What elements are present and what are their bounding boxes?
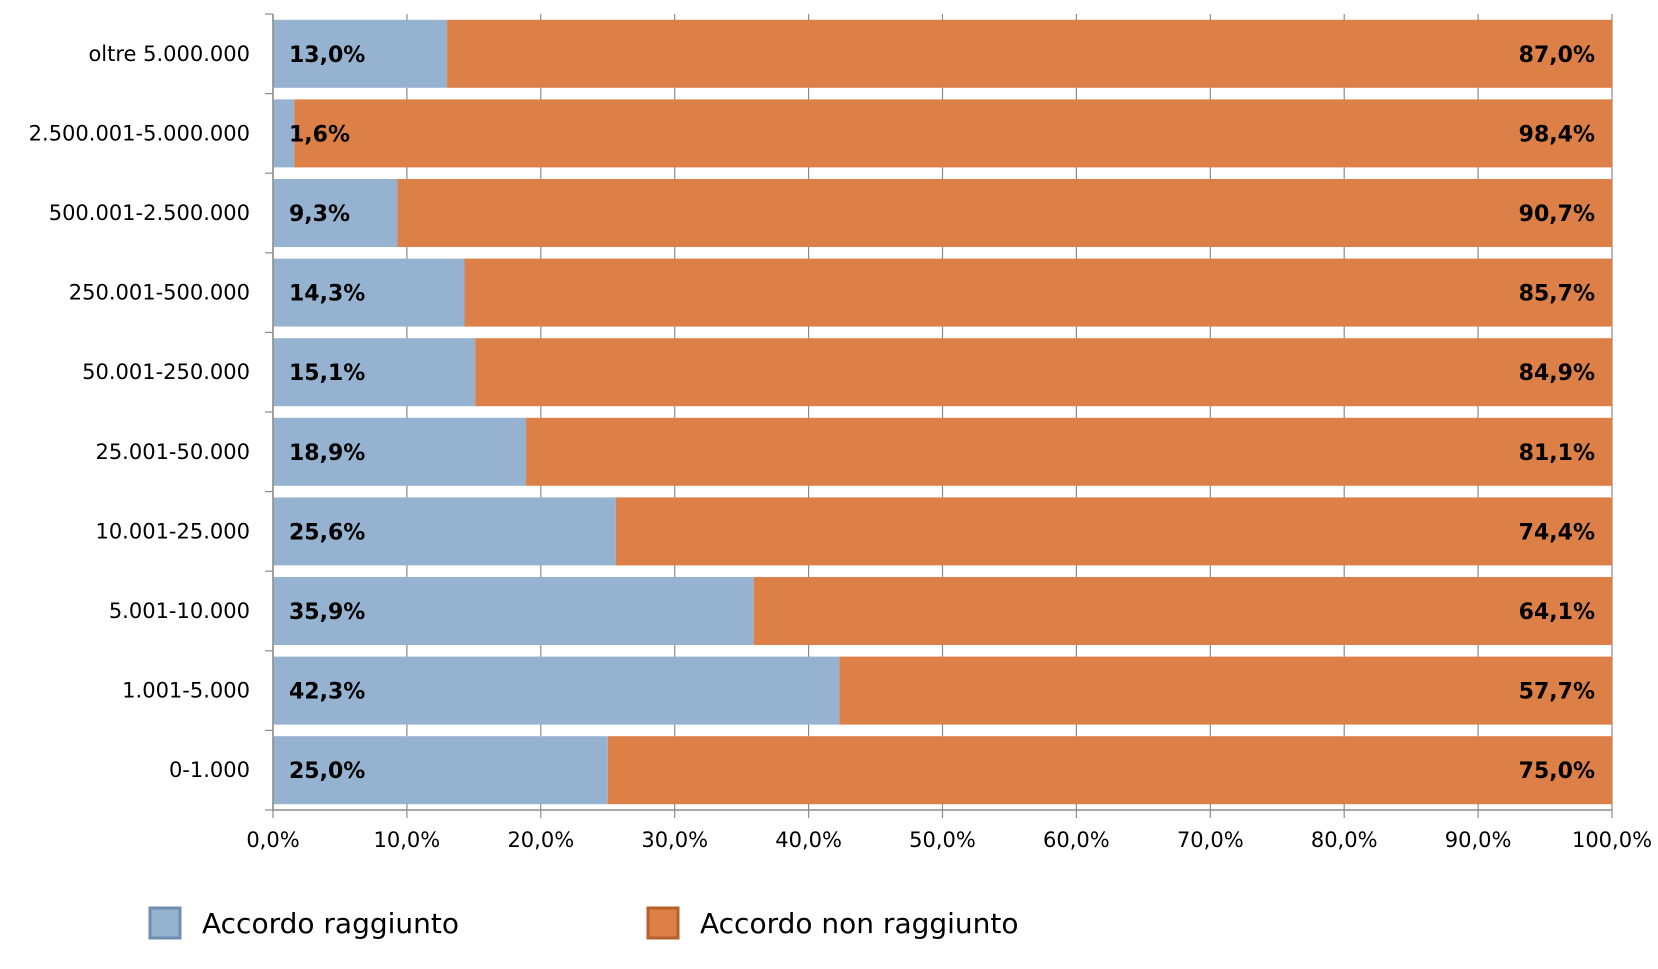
x-tick-label: 50,0% [909,828,976,852]
x-tick-label: 20,0% [507,828,574,852]
bar-accordo-non-raggiunto [447,19,1612,88]
data-label-accordo-non-raggiunto: 64,1% [1519,600,1595,625]
data-label-accordo-non-raggiunto: 74,4% [1519,520,1595,545]
category-label: 25.001-50.000 [95,440,250,464]
axes: 0,0% 10,0% 20,0% 30,0% 40,0% 50,0% 60,0% 70,0% 8… [29,13,1652,852]
data-label-accordo-raggiunto: 25,0% [289,759,365,784]
bar-accordo-non-raggiunto [607,736,1612,805]
bar-accordo-raggiunto [273,577,754,645]
category-label: 10.001-25.000 [95,519,250,543]
data-label-accordo-non-raggiunto: 98,4% [1519,122,1595,147]
data-label-accordo-non-raggiunto: 81,1% [1519,441,1595,466]
bar-accordo-non-raggiunto [753,577,1612,645]
category-label: 250.001-500.000 [69,281,250,305]
bar-accordo-non-raggiunto [615,497,1612,566]
x-tick-label: 40,0% [775,828,842,852]
category-label: 1.001-5.000 [122,679,250,703]
category-label: 0-1.000 [169,758,250,782]
bar-accordo-raggiunto [273,179,398,247]
bar-accordo-non-raggiunto [526,417,1612,486]
bar-accordo-raggiunto [273,19,448,88]
x-tick-label: 30,0% [641,828,708,852]
legend-swatch-accordo-non-raggiunto [646,906,680,940]
data-label-accordo-raggiunto: 35,9% [289,600,365,625]
data-label-accordo-raggiunto: 13,0% [289,43,365,68]
data-label-accordo-raggiunto: 9,3% [289,202,350,227]
x-tick-label: 0,0% [246,828,299,852]
x-tick-label: 10,0% [374,828,441,852]
data-label-accordo-non-raggiunto: 75,0% [1519,759,1595,784]
data-label-accordo-raggiunto: 1,6% [289,122,350,147]
data-label-accordo-raggiunto: 15,1% [289,361,365,386]
data-label-accordo-raggiunto: 14,3% [289,282,365,307]
x-tick-label: 80,0% [1311,828,1378,852]
data-label-accordo-non-raggiunto: 84,9% [1519,361,1595,386]
bar-accordo-non-raggiunto [294,99,1612,168]
data-label-accordo-raggiunto: 42,3% [289,680,365,705]
bar-accordo-raggiunto [273,736,608,805]
bar-accordo-non-raggiunto [475,338,1613,407]
data-label-accordo-raggiunto: 18,9% [289,441,365,466]
legend-label-accordo-non-raggiunto: Accordo non raggiunto [700,907,1019,940]
data-label-accordo-non-raggiunto: 85,7% [1519,282,1595,307]
bar-accordo-non-raggiunto [397,179,1613,247]
data-label-accordo-non-raggiunto: 57,7% [1519,680,1595,705]
legend-swatch-accordo-raggiunto [148,906,182,940]
data-label-accordo-non-raggiunto: 90,7% [1519,202,1595,227]
category-label: oltre 5.000.000 [88,42,250,66]
x-tick-label: 70,0% [1177,828,1244,852]
bar-accordo-raggiunto [273,338,476,407]
category-label: 2.500.001-5.000.000 [29,121,250,145]
category-label: 5.001-10.000 [109,599,250,623]
legend: Accordo raggiunto Accordo non raggiunto [148,906,1019,940]
bar-accordo-non-raggiunto [839,656,1612,725]
x-tick-label: 100,0% [1572,828,1652,852]
bar-accordo-raggiunto [273,417,527,486]
category-label: 500.001-2.500.000 [49,201,250,225]
bar-accordo-raggiunto [273,497,616,566]
category-label: 50.001-250.000 [82,360,250,384]
x-tick-label: 60,0% [1043,828,1110,852]
bars [273,19,1613,805]
data-labels: 13,0% 87,0% 1,6% 98,4% 9,3% 90,7% 14,3% 85,7% 15… [289,43,1595,784]
bar-accordo-raggiunto [273,656,840,725]
legend-label-accordo-raggiunto: Accordo raggiunto [202,907,459,940]
data-label-accordo-raggiunto: 25,6% [289,520,365,545]
data-label-accordo-non-raggiunto: 87,0% [1519,43,1595,68]
x-tick-label: 90,0% [1445,828,1512,852]
bar-accordo-non-raggiunto [464,258,1612,327]
bar-accordo-raggiunto [273,258,465,327]
bar-accordo-raggiunto [273,99,295,168]
